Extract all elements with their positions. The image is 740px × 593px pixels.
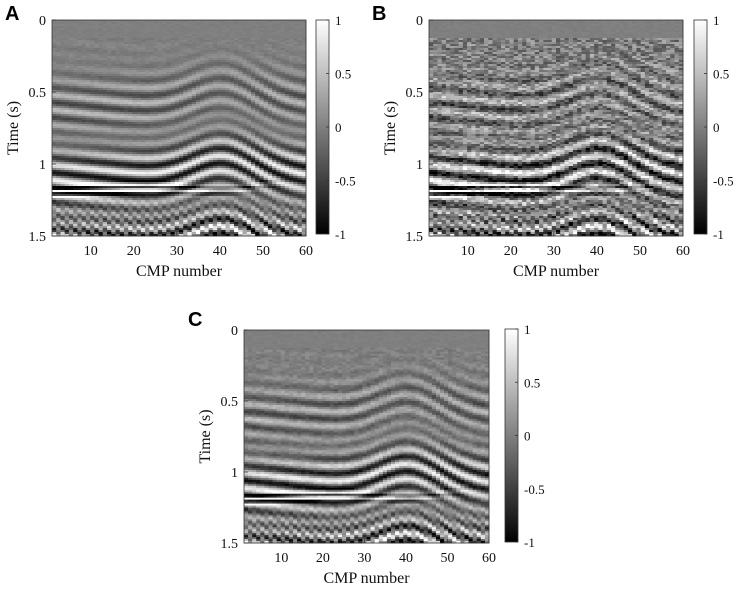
heatmap bbox=[52, 20, 306, 236]
panel-letter: A bbox=[5, 3, 19, 25]
